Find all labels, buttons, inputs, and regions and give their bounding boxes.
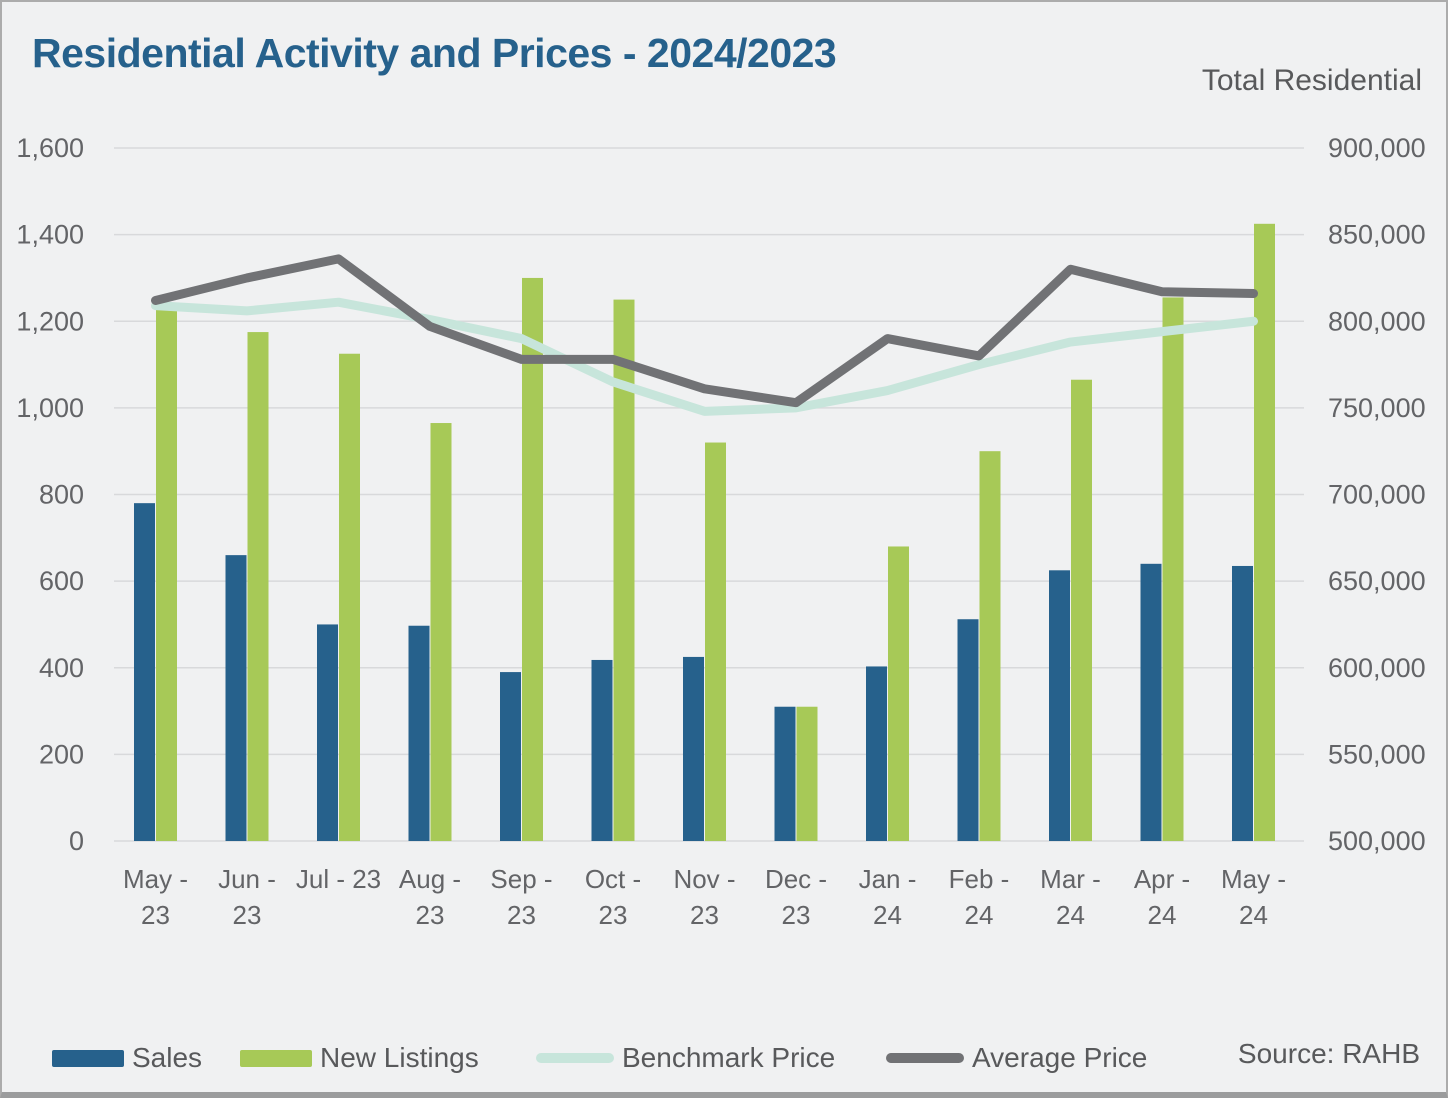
x-axis-label: 24 bbox=[873, 900, 902, 930]
bar-new-listings bbox=[979, 451, 1001, 841]
x-axis-label: 24 bbox=[1056, 900, 1085, 930]
y-axis-left-tick-label: 800 bbox=[39, 480, 84, 510]
chart-canvas: 1,600 900,000 1,400 850,000 1,200 800,000 1,00… bbox=[16, 133, 1426, 930]
bar-sales bbox=[408, 625, 430, 841]
chart-title: Residential Activity and Prices - 2024/2… bbox=[32, 30, 837, 76]
y-axis-right-tick-label: 850,000 bbox=[1328, 220, 1426, 250]
x-axis-label: Aug - bbox=[399, 864, 461, 894]
legend-item-new-listings: New Listings bbox=[240, 1034, 479, 1082]
legend: Sales New Listings Benchmark Price Avera… bbox=[2, 1034, 1446, 1082]
y-axis-right-tick-label: 700,000 bbox=[1328, 480, 1426, 510]
bar-new-listings bbox=[1254, 223, 1275, 841]
bar-sales bbox=[1232, 565, 1253, 841]
bar-new-listings bbox=[796, 706, 818, 841]
average-price-swatch bbox=[886, 1053, 964, 1063]
x-axis-label: Mar - bbox=[1040, 864, 1101, 894]
legend-item-average-price: Average Price bbox=[886, 1034, 1147, 1082]
y-axis-right-tick-label: 900,000 bbox=[1328, 133, 1426, 163]
legend-label-average-price: Average Price bbox=[972, 1042, 1148, 1073]
bar-sales bbox=[683, 656, 704, 841]
y-axis-left-tick-label: 1,400 bbox=[16, 220, 84, 250]
x-axis-label: Jul - 23 bbox=[296, 864, 381, 894]
bar-sales bbox=[1049, 570, 1070, 841]
right-axis-title: Total Residential bbox=[1201, 64, 1422, 97]
line-average-price bbox=[151, 254, 1258, 408]
x-axis-label: Feb - bbox=[949, 864, 1010, 894]
bar-new-listings bbox=[888, 546, 909, 841]
x-axis-label: 23 bbox=[233, 900, 262, 930]
bar-new-listings bbox=[522, 277, 543, 841]
x-axis-label: May - bbox=[123, 864, 188, 894]
x-axis-label: 23 bbox=[141, 900, 170, 930]
y-axis-left-tick-label: 600 bbox=[39, 566, 84, 596]
bar-new-listings bbox=[339, 353, 360, 841]
x-axis-label: 24 bbox=[1239, 900, 1268, 930]
line-benchmark-price bbox=[151, 297, 1258, 416]
bar-new-listings bbox=[705, 442, 726, 841]
legend-label-benchmark-price: Benchmark Price bbox=[622, 1042, 836, 1073]
y-axis-left-tick-label: 1,200 bbox=[16, 306, 84, 336]
y-axis-right-tick-label: 500,000 bbox=[1328, 826, 1426, 856]
x-axis-label: 24 bbox=[1148, 900, 1177, 930]
legend-label-new-listings: New Listings bbox=[320, 1042, 479, 1073]
bar-new-listings bbox=[1071, 379, 1092, 841]
x-axis-label: Oct - bbox=[585, 864, 641, 894]
x-axis-label: 24 bbox=[965, 900, 994, 930]
x-axis-label: Jan - bbox=[859, 864, 917, 894]
bar-sales bbox=[1140, 563, 1162, 841]
legend-item-benchmark-price: Benchmark Price bbox=[536, 1034, 835, 1082]
bar-sales bbox=[957, 619, 979, 841]
legend-label-sales: Sales bbox=[132, 1042, 203, 1073]
y-axis-left-tick-label: 200 bbox=[39, 739, 84, 769]
x-axis-label: Jun - bbox=[218, 864, 276, 894]
x-axis-label: 23 bbox=[507, 900, 536, 930]
y-axis-right-tick-label: 650,000 bbox=[1328, 566, 1426, 596]
bar-sales bbox=[134, 503, 155, 841]
legend-item-sales: Sales bbox=[52, 1034, 202, 1082]
x-axis-label: Apr - bbox=[1134, 864, 1190, 894]
bar-sales bbox=[774, 706, 796, 841]
x-axis-label: 23 bbox=[782, 900, 811, 930]
bar-new-listings bbox=[247, 332, 269, 841]
y-axis-left-tick-label: 1,600 bbox=[16, 133, 84, 163]
y-axis-left-tick-label: 1,000 bbox=[16, 393, 84, 423]
y-axis-left-tick-label: 400 bbox=[39, 653, 84, 683]
bar-new-listings bbox=[430, 423, 452, 841]
x-axis-label: 23 bbox=[690, 900, 719, 930]
y-axis-right-tick-label: 550,000 bbox=[1328, 739, 1426, 769]
x-axis-label: Nov - bbox=[673, 864, 735, 894]
bar-new-listings bbox=[613, 299, 635, 841]
bar-new-listings bbox=[156, 303, 177, 841]
x-axis-label: Dec - bbox=[765, 864, 827, 894]
benchmark-price-swatch bbox=[536, 1053, 614, 1063]
bar-sales bbox=[500, 672, 521, 841]
bar-sales bbox=[225, 555, 247, 841]
source-credit: Source: RAHB bbox=[1237, 1038, 1420, 1069]
sales-swatch bbox=[52, 1049, 124, 1067]
x-axis-label: 23 bbox=[416, 900, 445, 930]
y-axis-right-tick-label: 750,000 bbox=[1328, 393, 1426, 423]
bar-sales bbox=[866, 666, 887, 841]
bar-sales bbox=[591, 659, 613, 841]
y-axis-right-tick-label: 600,000 bbox=[1328, 653, 1426, 683]
x-axis-label: May - bbox=[1221, 864, 1286, 894]
x-axis-label: Sep - bbox=[490, 864, 552, 894]
bar-sales bbox=[317, 624, 338, 841]
new-listings-swatch bbox=[240, 1049, 312, 1067]
x-axis-label: 23 bbox=[599, 900, 628, 930]
bar-new-listings bbox=[1162, 297, 1184, 842]
y-axis-left-tick-label: 0 bbox=[69, 826, 84, 856]
y-axis-right-tick-label: 800,000 bbox=[1328, 306, 1426, 336]
